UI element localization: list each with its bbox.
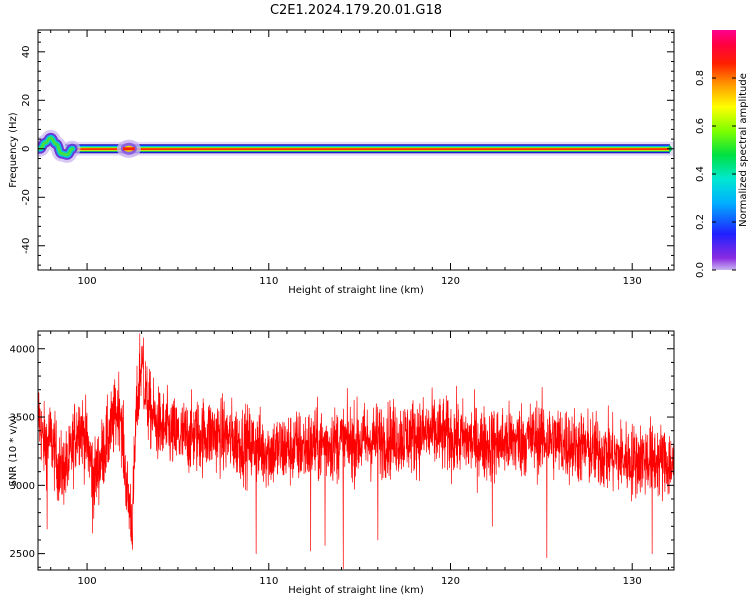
snr-series-line [38, 333, 674, 569]
figure-title: C2E1.2024.179.20.01.G18 [270, 3, 442, 18]
wiggle-core [38, 136, 75, 157]
snr-ylabel: SNR (10 * v/v) [8, 415, 19, 486]
snr-xlabel: Height of straight line (km) [288, 585, 424, 596]
spectrogram-xtick-label: 120 [441, 276, 460, 287]
spectrogram-xlabel: Height of straight line (km) [288, 285, 424, 296]
colorbar-tick-label: 0.4 [695, 166, 706, 182]
spectrogram-ytick-label: -20 [21, 189, 32, 205]
colorbar-tick-label: 0.2 [695, 214, 706, 230]
colorbar-tick-label: 0.6 [695, 118, 706, 134]
colorbar-tick-label: 0.8 [695, 70, 706, 86]
spectrogram-ytick-label: 20 [21, 94, 32, 107]
spectrogram-frame [37, 29, 675, 271]
spectrogram-plot-area [38, 129, 674, 163]
snr-xtick-label: 120 [441, 576, 460, 587]
ridge-blob-center [122, 147, 135, 151]
colorbar-gradient [712, 30, 736, 270]
spectrogram-ytick-label: 40 [21, 45, 32, 58]
snr-xtick-label: 110 [259, 576, 278, 587]
snr-ytick-label: 4000 [10, 344, 35, 355]
spectrogram-panel: 100 110 120 130 -40 -20 0 20 40 Height of straig… [8, 29, 675, 296]
snr-plot-area [38, 333, 674, 569]
spectrogram-xtick-label: 130 [623, 276, 642, 287]
snr-panel: 100 110 120 130 2500 3000 3500 4000 Height of s… [8, 330, 675, 596]
colorbar-label: Normalized spectral amplitude [738, 73, 749, 227]
snr-xtick-label: 130 [623, 576, 642, 587]
ridge-band [65, 144, 670, 154]
snr-axes: 100 110 120 130 2500 3000 3500 4000 [10, 331, 674, 587]
spectrogram-xtick-label: 100 [78, 276, 97, 287]
snr-frame [37, 330, 675, 571]
snr-ytick-label: 2500 [10, 549, 35, 560]
colorbar-tick-label: 0.0 [695, 262, 706, 278]
snr-xtick-label: 100 [78, 576, 97, 587]
spectrogram-ytick-label: -40 [21, 238, 32, 254]
spectrogram-axes: 100 110 120 130 -40 -20 0 20 40 [21, 30, 674, 287]
colorbar: 0.0 0.2 0.4 0.6 0.8 Normalized spectral ampl… [695, 30, 749, 278]
spectrogram-ylabel: Frequency (Hz) [8, 112, 19, 188]
colorbar-ticks: 0.0 0.2 0.4 0.6 0.8 [695, 70, 736, 278]
snr-ytick-label: 3500 [10, 413, 35, 424]
spectrogram-xtick-label: 110 [259, 276, 278, 287]
spectrogram-ytick-label: 0 [21, 146, 32, 152]
snr-ytick-label: 3000 [10, 481, 35, 492]
